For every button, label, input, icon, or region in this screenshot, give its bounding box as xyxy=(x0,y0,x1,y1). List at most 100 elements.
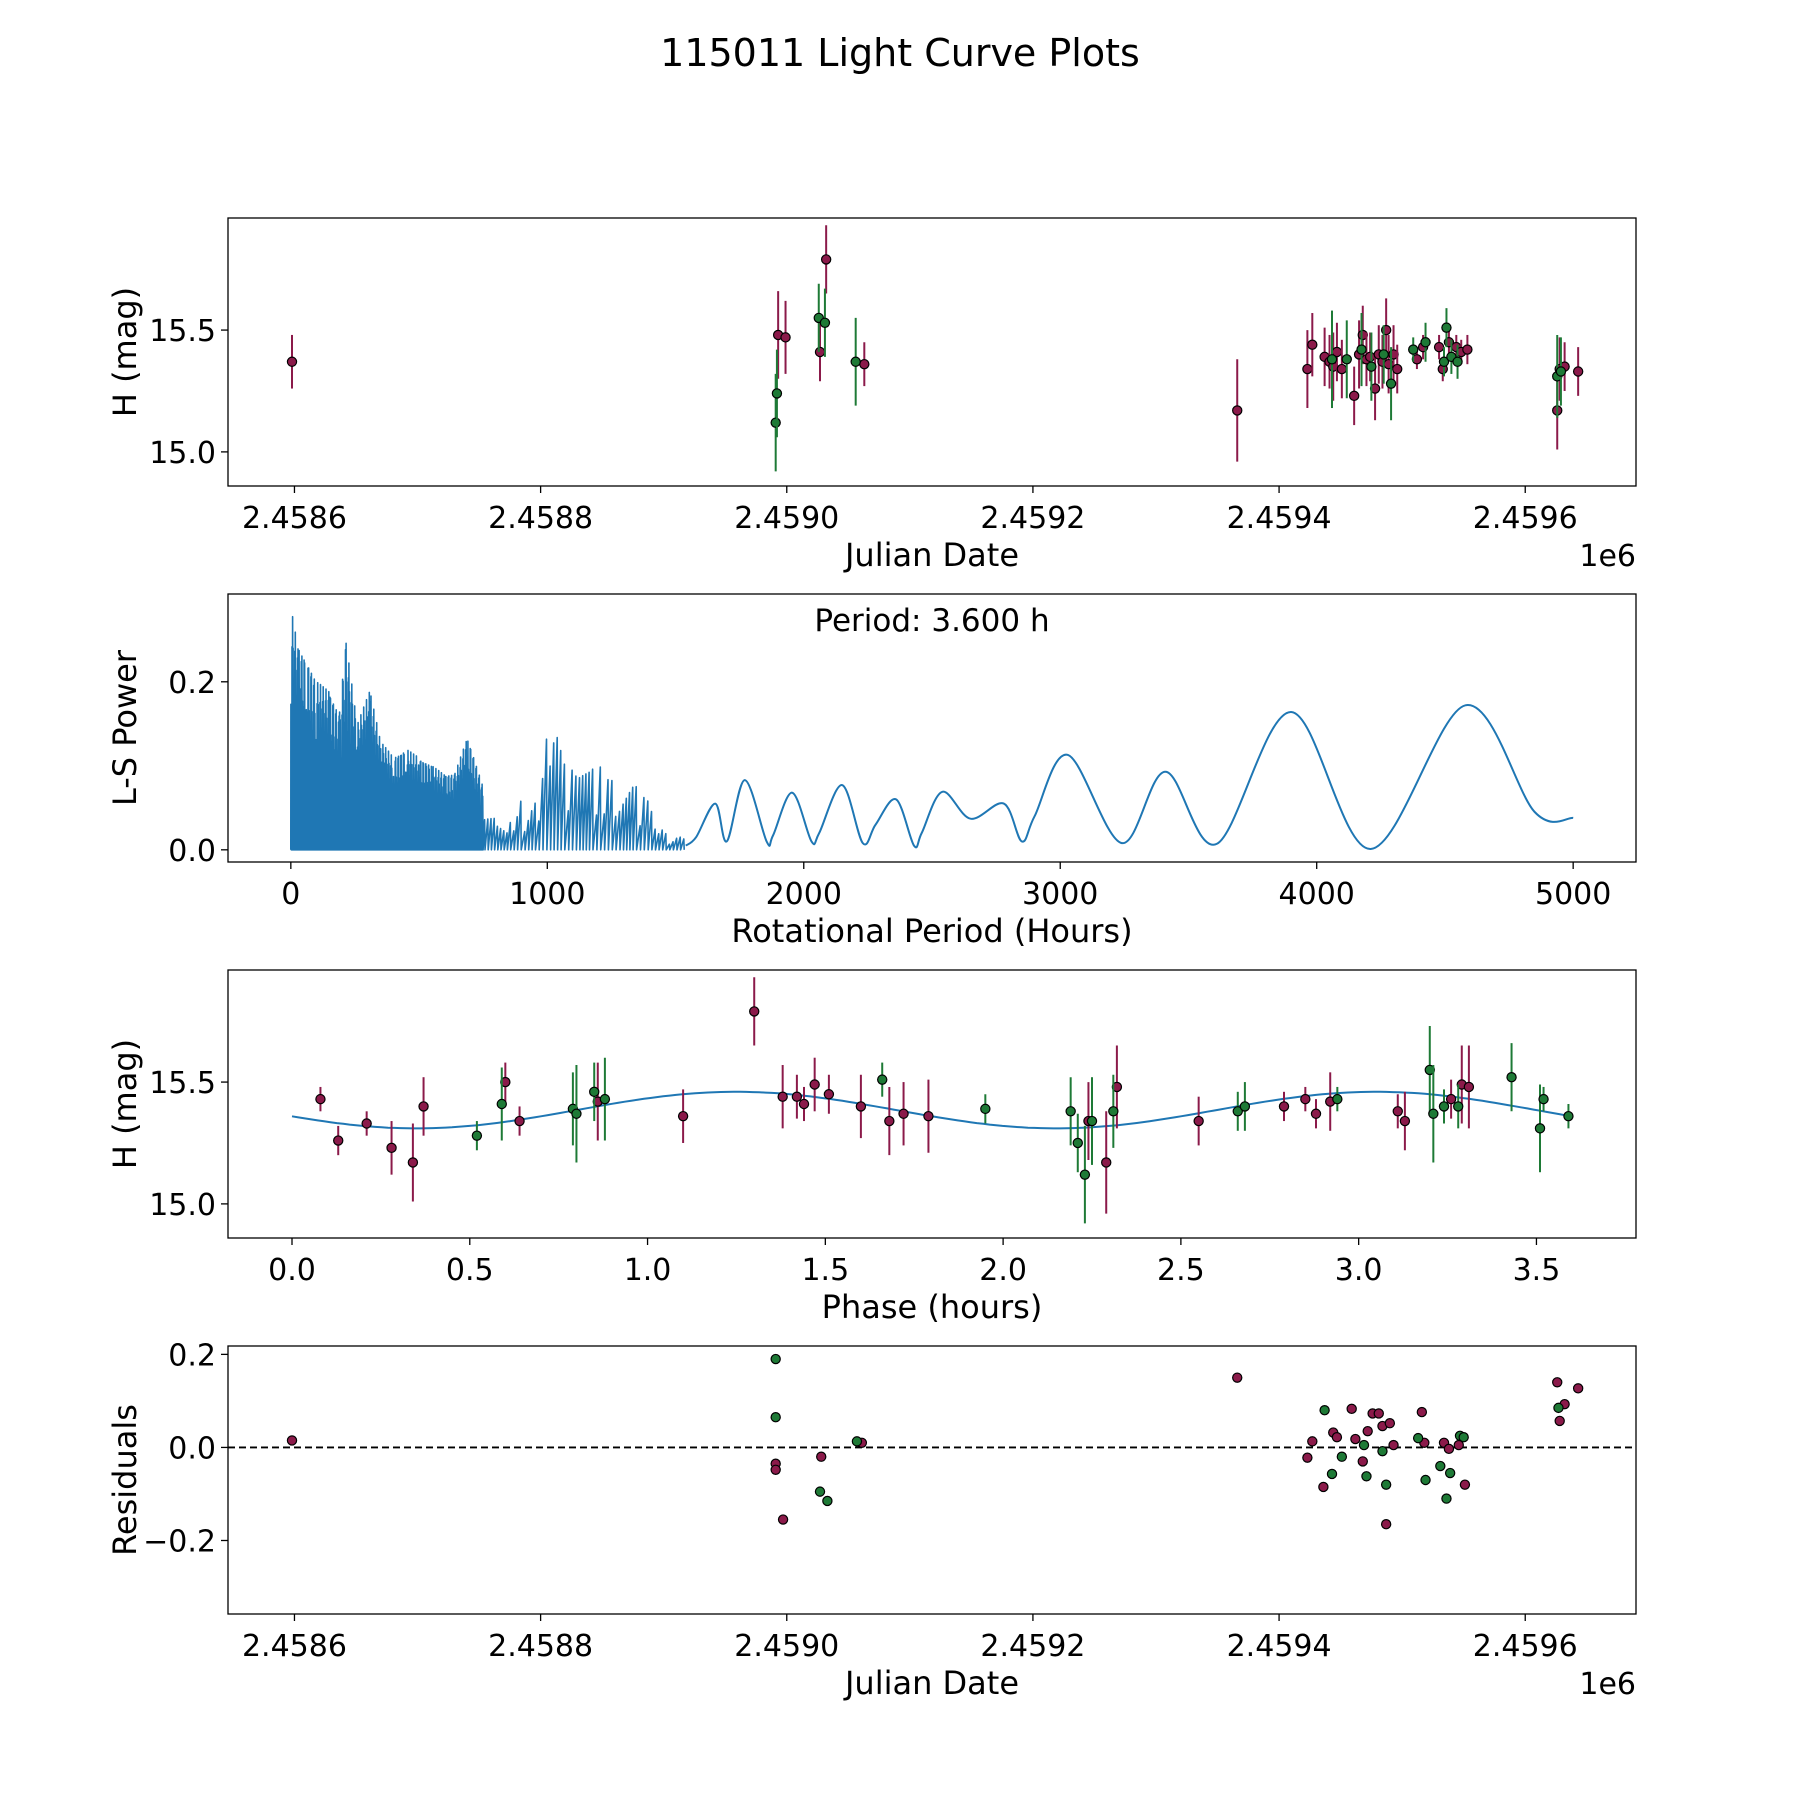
light-curve-data-point xyxy=(1326,354,1338,365)
phased-data-point xyxy=(589,1086,600,1098)
periodogram-ytick-label: 0.2 xyxy=(168,666,216,701)
phased-data-point xyxy=(571,1108,582,1119)
residual-point xyxy=(1554,1415,1565,1427)
residual-point xyxy=(1302,1452,1313,1463)
residual-point xyxy=(1358,1439,1370,1451)
periodogram-ylabel: L-S Power xyxy=(106,649,144,806)
residual-point xyxy=(1441,1493,1452,1504)
periodogram-xtick-label: 0 xyxy=(281,877,300,912)
light-curve-panel: 2.4586 2.4588 2.4590 2.4592 2.4594 2.4596 15.0… xyxy=(106,217,1637,574)
residual-point xyxy=(822,1495,833,1507)
phased-frame xyxy=(227,969,1637,1239)
residual-point xyxy=(816,1451,827,1462)
phased-data-point xyxy=(855,1101,867,1112)
light-curve-data-point xyxy=(1420,337,1431,348)
light-curve-xtick-label: 2.4590 xyxy=(734,501,839,536)
residual-point xyxy=(1373,1408,1384,1419)
light-curve-series-green xyxy=(770,283,1567,472)
periodogram-panel: Period: 3.600 h 0 1000 2000 3000 4000 5000 0.0 0… xyxy=(106,593,1637,950)
light-curve-data-point xyxy=(1452,356,1463,367)
phased-data-point xyxy=(1424,1064,1435,1076)
residual-point xyxy=(770,1353,781,1365)
light-curve-data-point xyxy=(1392,363,1403,375)
light-curve-data-point xyxy=(1462,344,1473,355)
residual-point xyxy=(1384,1418,1396,1429)
residual-point xyxy=(1232,1372,1243,1383)
residuals-ytick-label: 0.0 xyxy=(168,1431,216,1466)
light-curve-data-point xyxy=(1356,344,1367,355)
residual-point xyxy=(1443,1443,1455,1455)
phased-data-point xyxy=(777,1091,788,1102)
light-curve-data-point xyxy=(1336,363,1348,375)
residuals-frame xyxy=(227,1345,1637,1615)
phased-data-point xyxy=(1232,1106,1243,1117)
phased-data-point xyxy=(333,1135,344,1146)
light-curve-data-point xyxy=(1555,366,1567,377)
light-curve-data-point xyxy=(286,356,298,367)
phased-data-point xyxy=(1534,1123,1546,1134)
light-curve-xtick-label: 2.4586 xyxy=(242,501,347,536)
residual-point xyxy=(1336,1451,1348,1462)
phased-data-point xyxy=(923,1110,934,1122)
light-curve-data-point xyxy=(1572,366,1584,377)
phased-data-point xyxy=(1453,1101,1464,1112)
light-curve-data-point xyxy=(1302,363,1313,375)
periodogram-xtick-label: 2000 xyxy=(766,877,842,912)
phased-data-point xyxy=(1108,1106,1119,1117)
residual-point xyxy=(1331,1431,1343,1443)
phased-light-curve-panel: 0.0 0.5 1.0 1.5 2.0 2.5 3.0 3.5 15.0 15.5 Phase (h… xyxy=(106,969,1637,1326)
phased-data-point xyxy=(1072,1137,1083,1149)
residuals-xtick-label: 2.4594 xyxy=(1227,1629,1332,1664)
phased-data-point xyxy=(1111,1081,1123,1093)
light-curve-data-point xyxy=(1438,356,1450,367)
periodogram-xtick-label: 3000 xyxy=(1022,877,1098,912)
light-curve-data-point xyxy=(820,254,832,265)
phased-data-point xyxy=(1239,1101,1251,1112)
light-curve-data-point xyxy=(814,346,826,358)
phased-data-point xyxy=(1392,1106,1403,1117)
residual-point xyxy=(1319,1405,1330,1416)
phased-data-point xyxy=(1193,1115,1204,1127)
phased-data-point xyxy=(1463,1081,1475,1093)
phased-xtick-label: 0.0 xyxy=(268,1253,316,1288)
phased-data-point xyxy=(418,1101,429,1112)
residual-point xyxy=(1380,1479,1392,1490)
light-curve-series-magenta xyxy=(286,225,1584,462)
residual-point xyxy=(1318,1481,1329,1493)
phased-series-green xyxy=(471,1026,1574,1224)
phased-xtick-label: 3.5 xyxy=(1513,1253,1561,1288)
phased-xtick-label: 1.0 xyxy=(624,1253,672,1288)
phased-data-point xyxy=(1445,1093,1457,1105)
phased-data-point xyxy=(677,1110,689,1122)
phased-ytick-label: 15.0 xyxy=(149,1188,216,1223)
phased-data-point xyxy=(823,1089,835,1100)
residuals-xlabel: Julian Date xyxy=(843,1664,1019,1702)
periodogram-xtick-label: 5000 xyxy=(1535,877,1611,912)
phased-xtick-label: 3.0 xyxy=(1335,1253,1383,1288)
residuals-series-magenta xyxy=(286,1372,1584,1530)
residual-point xyxy=(1435,1460,1446,1472)
light-curve-data-point xyxy=(770,417,781,428)
phased-xtick-label: 2.0 xyxy=(979,1253,1027,1288)
phased-ylabel: H (mag) xyxy=(106,1039,144,1169)
residual-point xyxy=(1459,1479,1471,1490)
phased-xtick-label: 1.5 xyxy=(801,1253,849,1288)
phased-xtick-label: 0.5 xyxy=(446,1253,494,1288)
residual-point xyxy=(770,1411,781,1423)
light-curve-data-point xyxy=(819,317,831,328)
light-curve-data-point xyxy=(1441,322,1452,333)
periodogram-ytick-label: 0.0 xyxy=(168,834,216,869)
residual-point xyxy=(1307,1436,1318,1447)
light-curve-data-point xyxy=(859,358,870,370)
residuals-xtick-label: 2.4586 xyxy=(242,1629,347,1664)
phased-data-point xyxy=(1278,1101,1290,1112)
figure-title: 115011 Light Curve Plots xyxy=(660,31,1140,75)
residual-point xyxy=(770,1464,781,1475)
phased-xlabel: Phase (hours) xyxy=(822,1288,1043,1326)
residual-point xyxy=(1420,1474,1431,1486)
light-curve-xtick-label: 2.4592 xyxy=(980,501,1085,536)
light-curve-data-point xyxy=(1385,378,1397,389)
phased-data-point xyxy=(471,1130,483,1141)
phased-data-point xyxy=(1300,1093,1311,1105)
residual-point xyxy=(1346,1403,1357,1415)
